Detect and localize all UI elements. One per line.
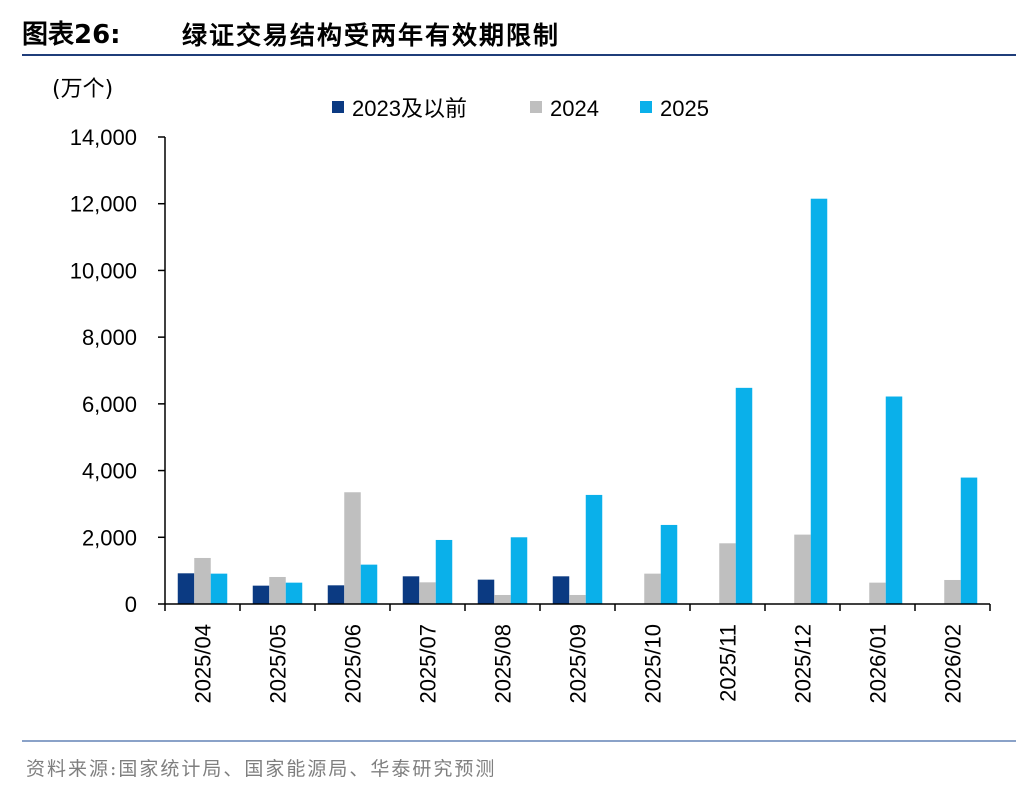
y-tick-label: 8,000 xyxy=(82,325,137,350)
title-bar: 图表26: 绿证交易结构受两年有效期限制 xyxy=(22,8,1016,50)
legend-label-0: 2023及以前 xyxy=(352,96,467,121)
bar-2025-06-series-1 xyxy=(344,492,361,604)
x-tick-label: 2025/11 xyxy=(716,624,741,702)
y-tick-label: 2,000 xyxy=(82,525,137,550)
bar-2025-07-series-2 xyxy=(435,539,453,604)
bar-2026-02-series-1 xyxy=(944,579,961,604)
legend-label-2: 2025 xyxy=(660,96,709,121)
bar-2025-06-series-0 xyxy=(327,585,345,604)
bar-2025-10-series-2 xyxy=(660,524,678,604)
x-tick-label: 2025/05 xyxy=(266,624,291,704)
legend-swatch-2 xyxy=(640,101,652,113)
y-unit-label: (万个) xyxy=(52,77,113,102)
x-tick-label: 2025/12 xyxy=(791,624,816,704)
y-axis: 0 2,000 4,000 6,000 8,000 10,000 12,000 14,000 xyxy=(70,125,166,617)
bar-2025-06-series-2 xyxy=(360,564,378,604)
figure-title: 绿证交易结构受两年有效期限制 xyxy=(182,21,561,50)
x-tick-label: 2025/08 xyxy=(491,624,516,704)
bar-2025-04-series-1 xyxy=(194,557,211,604)
bars xyxy=(177,198,978,605)
bar-2025-08-series-2 xyxy=(510,537,528,604)
legend-swatch-0 xyxy=(332,101,344,113)
bar-2025-04-series-0 xyxy=(177,573,195,604)
bar-2025-12-series-1 xyxy=(794,534,811,604)
bar-2025-04-series-2 xyxy=(210,573,228,604)
bar-2026-01-series-2 xyxy=(885,396,903,604)
y-tick-label: 14,000 xyxy=(70,125,137,150)
title-divider xyxy=(22,54,1016,56)
bar-chart: (万个) 2023及以前 2024 2025 0 2,000 4,000 6,000 8,0… xyxy=(52,77,991,704)
figure-label: 图表26: xyxy=(22,20,121,50)
bar-2025-09-series-1 xyxy=(569,594,586,604)
bar-2025-11-series-1 xyxy=(719,543,736,604)
legend-label-1: 2024 xyxy=(550,96,599,121)
x-tick-label: 2025/09 xyxy=(566,624,591,704)
y-tick-label: 0 xyxy=(125,592,137,617)
bar-2026-01-series-1 xyxy=(869,582,886,604)
x-tick-label: 2025/06 xyxy=(341,624,366,704)
source-divider xyxy=(22,740,1016,742)
bar-2025-09-series-2 xyxy=(585,494,603,604)
x-tick-label: 2025/10 xyxy=(641,624,666,704)
bar-2025-07-series-1 xyxy=(419,582,436,604)
bar-2025-08-series-0 xyxy=(477,579,495,604)
x-tick-label: 2026/02 xyxy=(941,624,966,704)
bar-2026-02-series-2 xyxy=(960,477,978,604)
legend-swatch-1 xyxy=(530,101,542,113)
bar-2025-09-series-0 xyxy=(552,576,570,604)
x-tick-label: 2025/04 xyxy=(191,624,216,704)
x-axis: 2025/04 2025/05 2025/06 2025/07 2025/08 2025/… xyxy=(164,603,991,704)
y-tick-label: 6,000 xyxy=(82,392,137,417)
bar-2025-05-series-2 xyxy=(285,582,303,604)
bar-2025-05-series-1 xyxy=(269,576,286,604)
bar-2025-05-series-0 xyxy=(252,585,270,604)
y-tick-label: 10,000 xyxy=(70,258,137,283)
bar-2025-07-series-0 xyxy=(402,576,420,604)
bar-2025-12-series-2 xyxy=(810,198,828,605)
y-tick-label: 4,000 xyxy=(82,459,137,484)
bar-2025-11-series-2 xyxy=(735,387,753,604)
bar-2025-08-series-1 xyxy=(494,594,511,604)
x-tick-label: 2025/07 xyxy=(416,624,441,704)
bar-2025-10-series-1 xyxy=(644,573,661,604)
legend: 2023及以前 2024 2025 xyxy=(332,96,709,121)
x-tick-label: 2026/01 xyxy=(866,624,891,704)
y-tick-label: 12,000 xyxy=(70,192,137,217)
source-note: 资料来源:国家统计局、国家能源局、华泰研究预测 xyxy=(26,758,497,780)
